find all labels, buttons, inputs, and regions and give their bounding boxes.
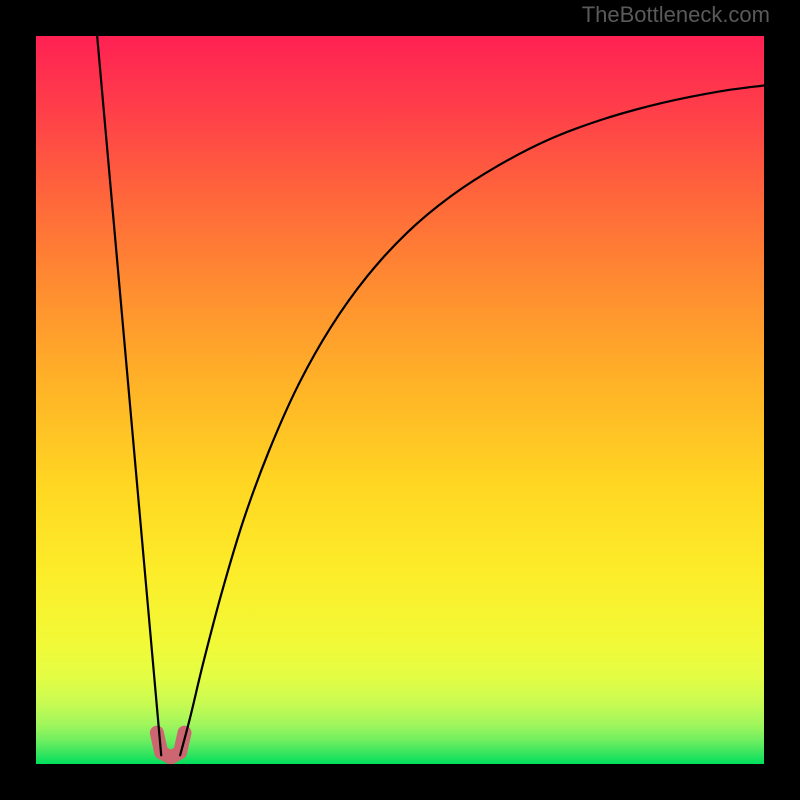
bottleneck-chart: [36, 36, 764, 764]
image-frame: TheBottleneck.com: [0, 0, 800, 800]
gradient-background: [36, 36, 764, 764]
watermark-text: TheBottleneck.com: [582, 2, 770, 28]
plot-area: [36, 36, 764, 764]
